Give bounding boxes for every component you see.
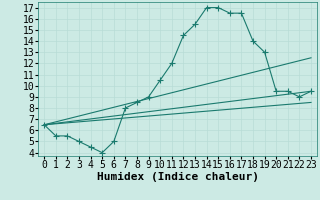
X-axis label: Humidex (Indice chaleur): Humidex (Indice chaleur) — [97, 172, 259, 182]
